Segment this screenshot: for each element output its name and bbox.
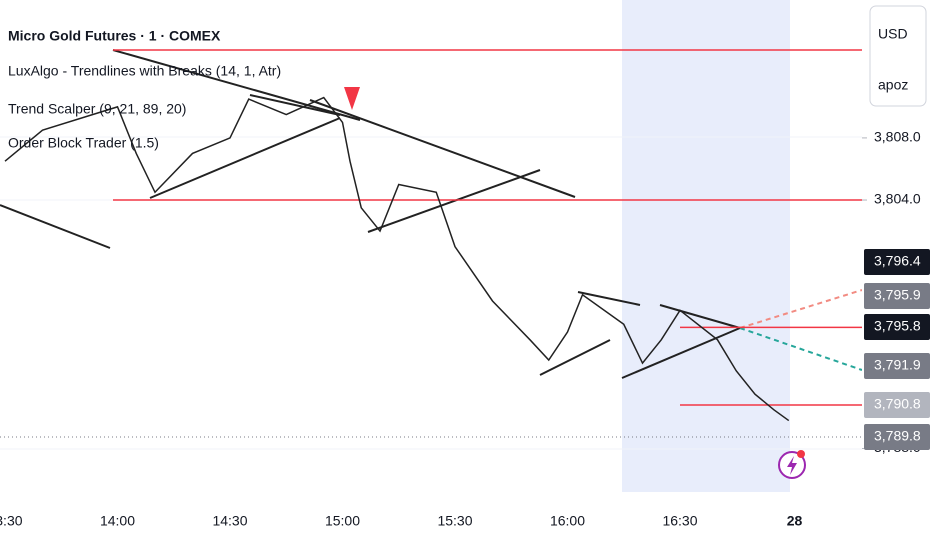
alert-bolt xyxy=(787,456,797,475)
alert-dot xyxy=(797,450,805,458)
projection xyxy=(739,289,863,329)
indicator: Order Block Trader (1.5) xyxy=(8,135,159,151)
x-tick-label: 15:00 xyxy=(325,513,360,529)
x-tick-label: 16:30 xyxy=(662,513,697,529)
projection xyxy=(739,327,863,371)
x-tick-label: 16:00 xyxy=(550,513,585,529)
account: apoz xyxy=(878,77,908,93)
price-badge-label: 3,796.4 xyxy=(874,253,921,269)
price-line xyxy=(4,96,790,422)
y-tick-label: 3,804.0 xyxy=(874,191,921,207)
x-tick-label: 13:30 xyxy=(0,513,23,529)
indicator: LuxAlgo - Trendlines with Breaks (14, 1,… xyxy=(8,63,281,79)
y-tick-label: 3,808.0 xyxy=(874,129,921,145)
currency-box[interactable] xyxy=(869,5,927,107)
indicator: Trend Scalper (9, 21, 89, 20) xyxy=(8,101,186,117)
price-badge-label: 3,791.9 xyxy=(874,357,921,373)
x-tick-label: 14:00 xyxy=(100,513,135,529)
x-tick-label: 15:30 xyxy=(437,513,472,529)
price-badge xyxy=(864,249,930,275)
price-badge xyxy=(864,314,930,340)
price-badge-label: 3,790.8 xyxy=(874,396,921,412)
trendlines xyxy=(0,49,741,379)
price-badge xyxy=(864,283,930,309)
price-badge xyxy=(864,424,930,450)
break-marker xyxy=(344,87,360,110)
currency: USD xyxy=(878,26,908,42)
chart-title: Micro Gold Futures · 1 · COMEX xyxy=(8,28,221,44)
price-badge-label: 3,795.9 xyxy=(874,287,921,303)
price-badge xyxy=(864,353,930,379)
price-badge xyxy=(864,392,930,418)
x-tick-label: 28 xyxy=(787,513,803,529)
price-badge-label: 3,795.8 xyxy=(874,318,921,334)
price-badge-label: 3,789.8 xyxy=(874,428,921,444)
x-tick-label: 14:30 xyxy=(212,513,247,529)
session-highlight xyxy=(622,0,790,492)
